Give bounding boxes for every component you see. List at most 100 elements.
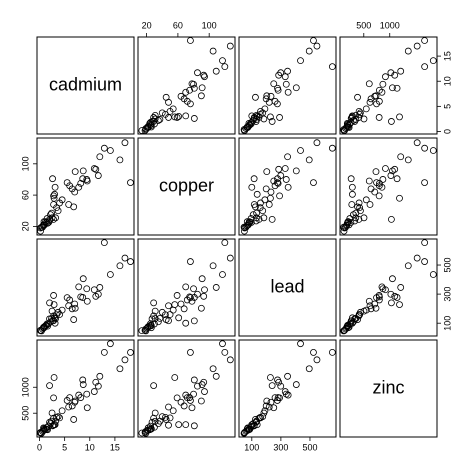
point xyxy=(389,275,396,283)
point xyxy=(391,292,399,300)
point xyxy=(284,183,292,191)
point xyxy=(248,421,256,429)
point xyxy=(121,356,129,364)
point xyxy=(143,124,151,131)
point xyxy=(70,203,78,211)
point xyxy=(257,107,264,115)
point xyxy=(182,283,190,291)
point xyxy=(262,402,270,410)
y-tick-label: 60 xyxy=(20,190,30,200)
point xyxy=(276,192,283,200)
point xyxy=(378,88,386,96)
point xyxy=(143,324,151,332)
x-tick-label: 100 xyxy=(244,442,259,452)
point xyxy=(75,283,83,291)
point xyxy=(183,296,191,304)
point xyxy=(197,397,205,405)
panel-frame xyxy=(339,137,438,236)
point xyxy=(180,402,188,410)
point xyxy=(347,175,355,183)
x-tick-label: 20 xyxy=(142,20,152,30)
point xyxy=(162,93,170,101)
point xyxy=(177,398,185,406)
point xyxy=(270,404,278,412)
point xyxy=(190,115,198,122)
variable-name: lead xyxy=(270,276,304,296)
point xyxy=(347,219,355,226)
point xyxy=(182,112,190,120)
point xyxy=(328,144,336,152)
panel xyxy=(36,339,135,438)
point xyxy=(282,176,290,183)
point xyxy=(173,292,181,299)
point xyxy=(284,391,292,399)
x-tick-label: 500 xyxy=(302,442,317,452)
point xyxy=(187,349,194,356)
point xyxy=(50,192,57,200)
y-tick-label: 100 xyxy=(20,156,30,171)
point xyxy=(186,86,194,94)
point xyxy=(404,47,412,55)
point xyxy=(177,92,185,100)
point xyxy=(83,297,91,305)
point xyxy=(413,254,421,262)
point xyxy=(154,420,162,428)
point xyxy=(310,349,317,356)
point xyxy=(249,420,257,428)
point xyxy=(310,37,317,44)
point xyxy=(47,211,54,219)
point xyxy=(75,183,83,191)
point xyxy=(265,201,273,208)
point xyxy=(270,177,278,185)
point xyxy=(354,203,361,211)
point xyxy=(161,110,169,118)
point xyxy=(71,304,79,312)
point xyxy=(144,323,152,331)
y-tick-label: 1000 xyxy=(20,377,30,397)
variable-name: zinc xyxy=(372,377,404,397)
point xyxy=(292,84,300,92)
point xyxy=(158,109,166,117)
panel xyxy=(137,339,236,438)
point xyxy=(162,316,170,323)
point xyxy=(106,271,114,278)
point xyxy=(355,311,363,318)
point xyxy=(429,271,437,278)
point xyxy=(127,258,134,265)
point xyxy=(362,306,370,314)
point xyxy=(200,378,208,386)
point xyxy=(190,285,197,293)
point xyxy=(53,204,61,212)
point xyxy=(375,296,383,304)
point xyxy=(267,194,274,202)
point xyxy=(37,227,44,235)
panel-frame xyxy=(36,339,135,438)
point xyxy=(242,125,250,132)
point xyxy=(372,168,380,176)
point xyxy=(305,365,313,373)
point xyxy=(48,409,56,417)
point xyxy=(46,299,53,307)
point xyxy=(51,421,59,429)
point xyxy=(221,239,229,247)
point xyxy=(147,422,154,430)
point xyxy=(79,275,87,283)
point xyxy=(190,294,198,301)
point xyxy=(367,95,375,103)
point xyxy=(362,196,370,204)
panel xyxy=(137,36,236,135)
point xyxy=(265,403,273,411)
point xyxy=(166,311,174,318)
panel xyxy=(36,238,135,337)
point xyxy=(161,311,169,319)
point xyxy=(165,421,172,429)
point xyxy=(391,165,399,173)
point xyxy=(257,199,264,207)
panel-frame xyxy=(36,238,135,337)
point xyxy=(116,365,124,373)
point xyxy=(100,144,108,152)
point xyxy=(244,221,252,229)
point xyxy=(188,404,196,412)
point xyxy=(169,306,177,314)
